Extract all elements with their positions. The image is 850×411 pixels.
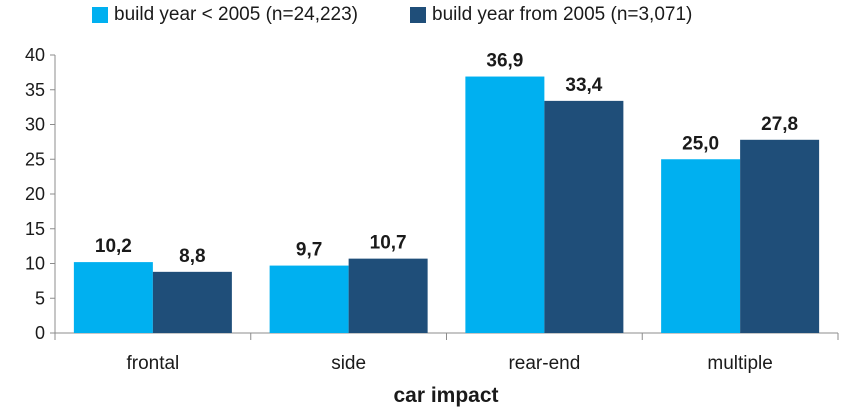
y-tick-label: 0 [35, 323, 45, 343]
data-label-series-1-rear-end: 36,9 [486, 51, 523, 72]
x-tick-label: multiple [707, 353, 772, 374]
legend-label-series-2: build year from 2005 (n=3,071) [432, 4, 693, 25]
legend-swatch-series-1 [92, 7, 108, 23]
y-tick-label: 20 [25, 184, 45, 204]
legend: build year < 2005 (n=24,223) build year … [0, 4, 850, 32]
bar-series-2-rear-end [544, 100, 624, 334]
y-tick-label: 15 [25, 219, 45, 239]
bar-series-1-rear-end [465, 76, 545, 334]
x-axis-title: car impact [393, 384, 498, 407]
bar-series-1-multiple [661, 159, 741, 333]
bar-series-2-multiple [740, 139, 820, 333]
data-label-series-2-multiple: 27,8 [761, 114, 798, 135]
y-tick-label: 25 [25, 149, 45, 169]
bar-series-1-frontal [73, 262, 153, 333]
legend-label-series-1: build year < 2005 (n=24,223) [114, 4, 359, 25]
y-tick-label: 30 [25, 115, 45, 135]
y-tick-label: 35 [25, 80, 45, 100]
x-tick-label: side [331, 353, 366, 374]
bar-series-2-frontal [152, 271, 232, 333]
legend-item-series-1: build year < 2005 (n=24,223) [92, 4, 358, 26]
data-label-series-2-side: 10,7 [370, 233, 407, 254]
y-tick-label: 40 [25, 45, 45, 65]
bar-series-2-side [348, 258, 428, 333]
data-labels: 10,2 9,7 36,9 25,0 8,8 10,7 33,4 27,8 [95, 51, 798, 267]
axes: 0 5 10 15 20 25 30 35 40 frontal side rear-end multi… [25, 45, 839, 374]
x-tick-label: frontal [126, 353, 179, 374]
y-tick-label: 5 [35, 288, 45, 308]
data-label-series-2-rear-end: 33,4 [565, 75, 602, 96]
bars [73, 76, 820, 334]
bar-series-1-side [269, 265, 349, 333]
legend-item-series-2: build year from 2005 (n=3,071) [410, 4, 692, 26]
data-label-series-1-side: 9,7 [296, 240, 322, 261]
data-label-series-1-multiple: 25,0 [682, 133, 719, 154]
data-label-series-1-frontal: 10,2 [95, 236, 132, 257]
y-tick-label: 10 [25, 254, 45, 274]
x-tick-label: rear-end [508, 353, 580, 374]
data-label-series-2-frontal: 8,8 [179, 246, 205, 267]
legend-swatch-series-2 [410, 7, 426, 23]
